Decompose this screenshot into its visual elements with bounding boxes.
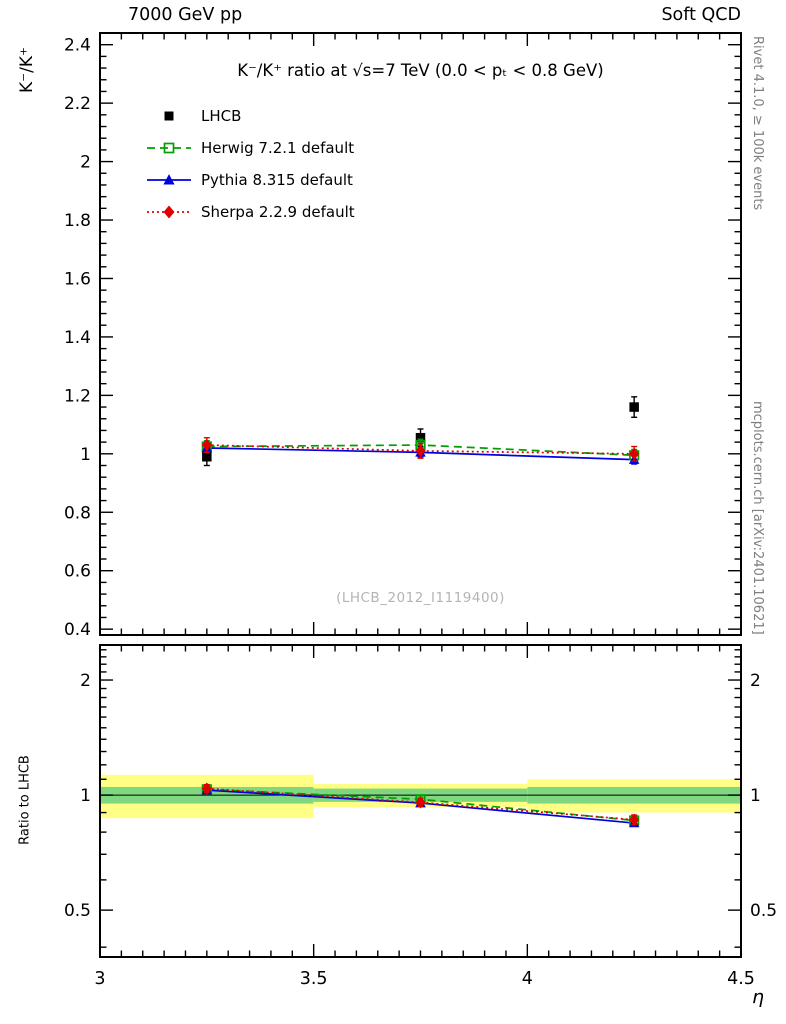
ratio-y-tick-label: 0.5 xyxy=(750,901,777,921)
y-tick-label: 1.6 xyxy=(64,269,91,289)
data-point-marker xyxy=(629,402,639,412)
x-tick-label: 3.5 xyxy=(300,969,328,989)
ratio-y-tick-label: 2 xyxy=(750,671,761,691)
y-tick-label: 2 xyxy=(80,153,91,173)
series-line xyxy=(206,787,635,821)
legend-label: Herwig 7.2.1 default xyxy=(201,139,355,157)
y-tick-label: 0.8 xyxy=(64,503,91,523)
ratio-y-tick-label: 1 xyxy=(80,786,91,806)
ratio-y-tick-label: 1 xyxy=(750,786,761,806)
process-group-label: Soft QCD xyxy=(661,5,741,25)
y-tick-label: 0.4 xyxy=(64,620,91,640)
legend-marker-sample xyxy=(147,205,191,219)
series-line xyxy=(206,444,635,455)
ratio-y-tick-label: 0.5 xyxy=(64,901,91,921)
analysis-id-watermark: (LHCB_2012_I1119400) xyxy=(336,590,505,606)
data-point-marker xyxy=(629,813,640,826)
y-tick-label: 1 xyxy=(80,445,91,465)
legend-item: Pythia 8.315 default xyxy=(146,164,355,196)
data-point-marker xyxy=(629,447,640,460)
y-tick-label: 1.4 xyxy=(64,328,91,348)
mcplots-attribution: mcplots.cern.ch [arXiv:2401.10621] xyxy=(750,401,765,635)
x-axis-label: η xyxy=(752,986,765,1008)
ratio-y-tick-label: 2 xyxy=(80,671,91,691)
legend-label: Pythia 8.315 default xyxy=(201,171,353,189)
legend-item: LHCB xyxy=(146,100,355,132)
data-point-marker xyxy=(163,142,175,154)
rivet-version-note: Rivet 4.1.0, ≥ 100k events xyxy=(750,36,765,211)
ratio-y-axis-label: Ratio to LHCB xyxy=(17,755,33,845)
legend-item: Sherpa 2.2.9 default xyxy=(146,196,355,228)
main-y-axis-label: K⁻/K⁺ xyxy=(17,47,37,93)
x-tick-label: 3 xyxy=(94,969,105,989)
plot-title: K⁻/K⁺ ratio at √s=7 TeV (0.0 < pₜ < 0.8 … xyxy=(237,61,604,80)
data-point-marker xyxy=(415,796,426,809)
data-point-marker xyxy=(164,111,174,121)
legend-label: Sherpa 2.2.9 default xyxy=(201,203,355,221)
data-point-marker xyxy=(415,432,426,443)
legend-marker-sample xyxy=(147,142,191,154)
legend-marker-sample xyxy=(164,111,174,121)
x-tick-label: 4.5 xyxy=(727,969,755,989)
data-point-marker xyxy=(201,438,212,452)
y-tick-label: 0.6 xyxy=(64,562,91,582)
y-tick-label: 2.2 xyxy=(64,94,91,114)
ratio-panel-frame xyxy=(99,644,742,958)
y-tick-label: 1.8 xyxy=(64,211,91,231)
x-tick-label: 4 xyxy=(522,969,533,989)
y-tick-label: 1.2 xyxy=(64,386,91,406)
legend-marker-sample xyxy=(147,174,191,185)
beam-energy-label: 7000 GeV pp xyxy=(128,5,243,25)
data-point-marker xyxy=(163,174,175,185)
legend-item: Herwig 7.2.1 default xyxy=(146,132,355,164)
main-panel-frame xyxy=(99,32,742,636)
legend: LHCB Herwig 7.2.1 default Pythia 8.315 def… xyxy=(146,100,355,228)
data-point-marker xyxy=(201,782,212,795)
legend-label: LHCB xyxy=(201,107,242,125)
y-tick-label: 2.4 xyxy=(64,36,91,56)
data-point-marker xyxy=(415,444,426,458)
data-point-marker xyxy=(163,205,175,219)
data-point-marker xyxy=(202,451,212,462)
